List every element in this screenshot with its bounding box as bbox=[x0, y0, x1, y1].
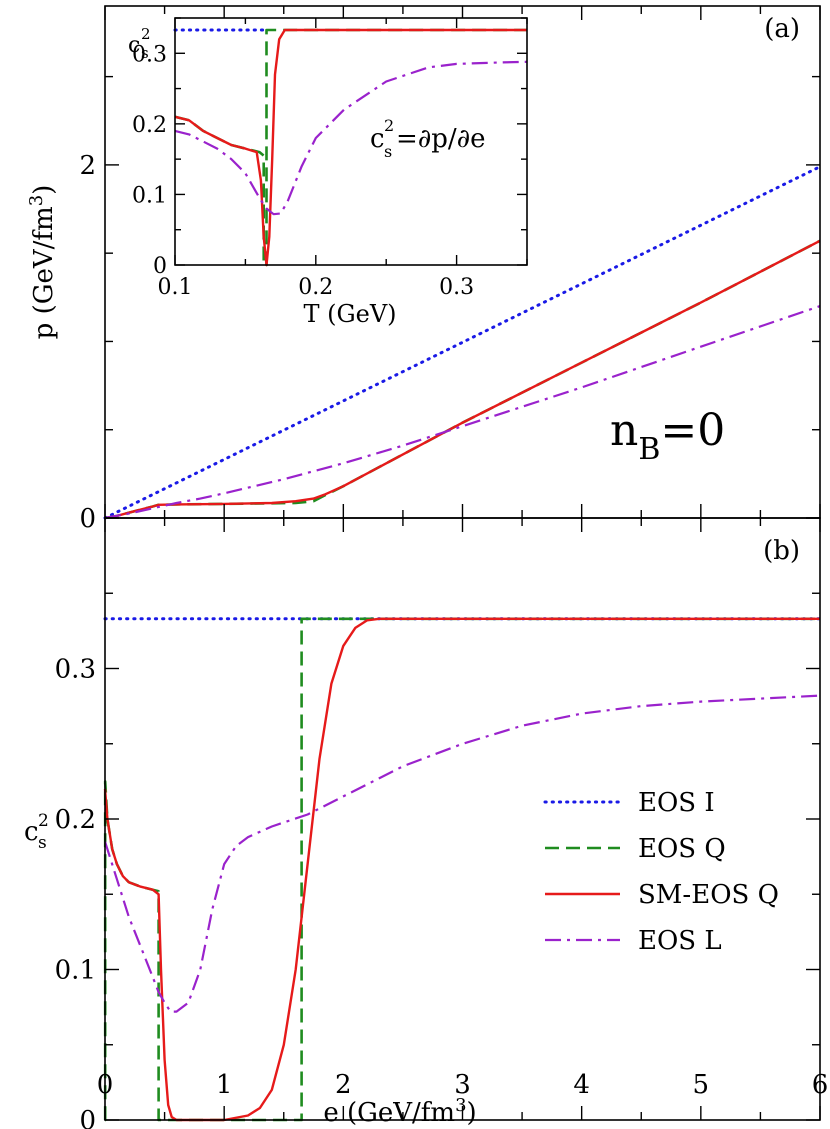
inset-y-tick-label: 0 bbox=[153, 254, 167, 279]
inset-panel: 0.1 0.2 0.3 00.10.20.3 T (GeV) c 2 s c 2 s… bbox=[128, 17, 528, 328]
panel-a-annotation: nB=0 bbox=[610, 405, 725, 467]
panel-b-label: (b) bbox=[763, 536, 800, 566]
inset-ticks bbox=[174, 17, 528, 266]
panel-a-pressure: 02 (a) nB=0 p (GeV/fm3) bbox=[26, 5, 822, 534]
panel-a-series-sm-eos-q bbox=[104, 239, 821, 520]
panel-b-ticks bbox=[104, 517, 821, 1121]
panel-a-label: (a) bbox=[764, 14, 800, 44]
panel-b-x-axis-label: e (GeV/fm3) bbox=[323, 1095, 476, 1128]
panel-b-series bbox=[103, 617, 822, 1122]
svg-text:=∂p/∂e: =∂p/∂e bbox=[396, 124, 485, 154]
panel-a-series bbox=[103, 165, 822, 520]
legend-label-eos-l: EOS L bbox=[638, 926, 722, 956]
inset-y-tick-label: 0.2 bbox=[132, 113, 167, 138]
panel-a-ticks bbox=[104, 6, 821, 519]
panel-a-y-tick-labels: 02 bbox=[79, 151, 96, 534]
svg-text:s: s bbox=[141, 44, 149, 62]
panel-a-y-axis-label: p (GeV/fm3) bbox=[26, 185, 59, 340]
panel-b-x-tick-label: 5 bbox=[693, 1070, 710, 1100]
inset-x-axis-label: T (GeV) bbox=[303, 300, 396, 328]
inset-y-tick-label: 0.1 bbox=[132, 183, 167, 208]
inset-x-tick-label: 0.1 bbox=[158, 275, 193, 300]
panel-a-series-eos-i bbox=[103, 165, 822, 520]
panel-b-y-axis-label: c 2 s bbox=[24, 811, 49, 853]
legend: EOS I EOS Q SM-EOS Q EOS L bbox=[543, 788, 779, 956]
legend-label-sm-eos-q: SM-EOS Q bbox=[638, 880, 779, 910]
legend-label-eos-i: EOS I bbox=[638, 788, 715, 818]
svg-text:s: s bbox=[38, 833, 47, 853]
inset-y-tick-label: 0.3 bbox=[132, 42, 167, 67]
svg-text:2: 2 bbox=[384, 116, 394, 135]
svg-text:c: c bbox=[128, 33, 140, 58]
inset-x-tick-labels: 0.1 0.2 0.3 bbox=[158, 275, 475, 300]
panel-a-y-tick-label: 0 bbox=[79, 504, 96, 534]
panel-b-x-tick-label: 4 bbox=[573, 1070, 590, 1100]
inset-series bbox=[173, 28, 528, 267]
inset-y-tick-labels: 0 0.1 0.2 0.3 bbox=[132, 42, 167, 279]
legend-label-eos-q: EOS Q bbox=[638, 834, 726, 864]
panel-b-y-tick-labels: 0 0.1 0.2 0.3 bbox=[55, 655, 96, 1129]
panel-b-y-tick-label: 0.2 bbox=[55, 805, 96, 835]
panel-b-x-tick-label: 6 bbox=[812, 1070, 829, 1100]
panel-b-x-tick-label: 2 bbox=[335, 1070, 352, 1100]
panel-b-series-sm-eos-q bbox=[103, 617, 820, 1122]
svg-text:s: s bbox=[384, 142, 392, 161]
panel-b-y-tick-label: 0.3 bbox=[55, 655, 96, 685]
inset-x-tick-label: 0.2 bbox=[298, 275, 333, 300]
svg-text:c: c bbox=[370, 124, 385, 154]
panel-b-y-tick-label: 0 bbox=[79, 1106, 96, 1129]
panel-b-series-eos-l bbox=[103, 694, 821, 1013]
inset-series-eos-l bbox=[174, 60, 528, 216]
panel-b-x-tick-label: 3 bbox=[454, 1070, 471, 1100]
inset-frame bbox=[174, 17, 528, 266]
panel-b-x-tick-labels: 0 1 2 3 4 5 6 bbox=[97, 1070, 829, 1100]
panel-b-x-tick-label: 1 bbox=[216, 1070, 233, 1100]
panel-a-y-tick-label: 2 bbox=[79, 151, 96, 181]
inset-y-axis-label: c 2 s bbox=[128, 25, 151, 62]
panel-b-frame bbox=[104, 517, 821, 1121]
inset-background bbox=[175, 18, 527, 265]
svg-text:c: c bbox=[24, 817, 39, 847]
inset-annotation: c 2 s =∂p/∂e bbox=[370, 116, 485, 161]
panel-b-sound-speed: 0 1 2 3 4 5 6 0 0.1 0.2 0.3 (b) c 2 s e (GeV/fm3)… bbox=[24, 517, 829, 1129]
inset-x-tick-label: 0.3 bbox=[439, 275, 474, 300]
panel-b-series-eos-q bbox=[103, 617, 820, 1122]
panel-b-x-tick-label: 0 bbox=[97, 1070, 114, 1100]
panel-b-y-tick-label: 0.1 bbox=[55, 956, 96, 986]
inset-series-sm-eos-q bbox=[174, 28, 527, 267]
svg-text:2: 2 bbox=[141, 25, 151, 43]
svg-text:2: 2 bbox=[38, 811, 49, 831]
